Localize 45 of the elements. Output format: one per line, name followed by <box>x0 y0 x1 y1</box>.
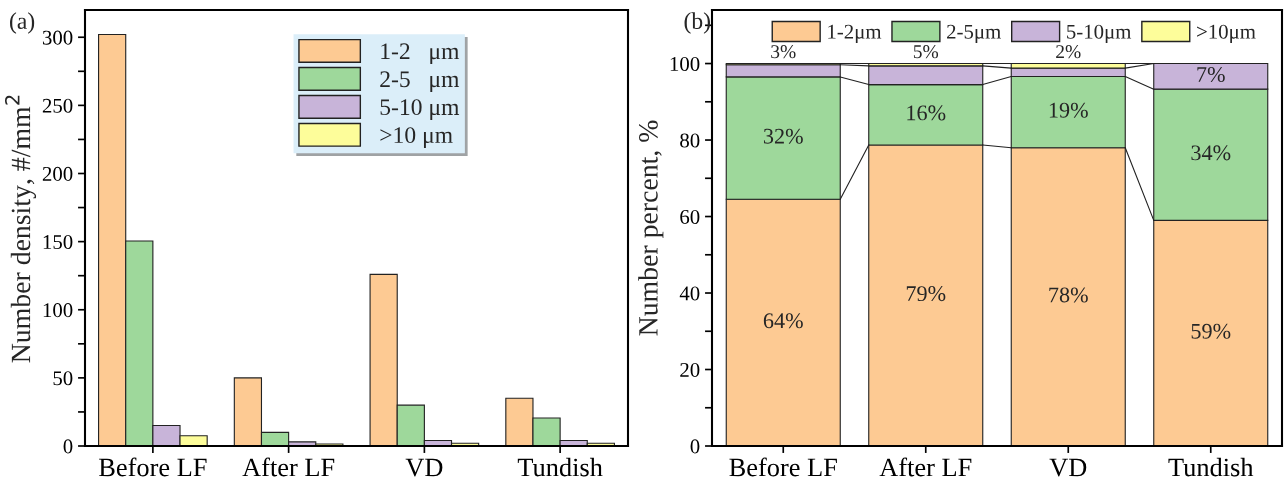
data-label: 64% <box>763 313 803 329</box>
data-label: 5% <box>913 45 939 59</box>
legend-label: 5-10μm <box>1067 24 1132 43</box>
x-tick-label: VD <box>1049 458 1087 477</box>
data-label: 78% <box>1049 287 1088 303</box>
x-tick-label: Before LF <box>729 457 837 477</box>
y-axis-title: Number percent, % <box>638 120 664 336</box>
data-label: 16% <box>907 105 946 121</box>
data-label: 2% <box>1056 45 1081 59</box>
y-tick-label: 40 <box>679 286 700 301</box>
chart-title: (a) <box>10 12 35 34</box>
legend-label: 2-5μm <box>947 24 1001 43</box>
data-label: 7% <box>1197 66 1225 82</box>
legend-label: 1-2 μm <box>381 43 460 65</box>
y-tick-label: 100 <box>43 303 73 318</box>
y-axis-title: Number density, #/mm$^{2}$ <box>5 95 37 363</box>
y-tick-label: 0 <box>690 439 700 454</box>
x-tick-label: Before LF <box>99 457 207 477</box>
data-label: 34% <box>1191 145 1231 161</box>
legend-label: 2-5 μm <box>380 71 460 92</box>
y-tick-label: 100 <box>670 56 700 71</box>
data-label: 59% <box>1191 323 1231 339</box>
legend-label: >10μm <box>1197 24 1256 43</box>
y-tick-label: 250 <box>42 98 73 113</box>
x-tick-label: VD <box>405 458 443 477</box>
data-label: 32% <box>763 128 803 144</box>
y-tick-label: 60 <box>680 209 700 224</box>
data-label: 79% <box>906 286 946 302</box>
x-tick-label: After LF <box>879 457 972 477</box>
y-tick-label: 150 <box>43 235 73 250</box>
x-tick-label: After LF <box>242 457 335 477</box>
x-tick-label: Tundish <box>517 457 603 477</box>
y-tick-label: 20 <box>680 362 700 377</box>
data-label: 3% <box>771 45 796 59</box>
legend-label: >10 μm <box>380 127 453 148</box>
y-tick-label: 80 <box>680 133 700 148</box>
legend-label: 1-2μm <box>828 24 882 43</box>
y-tick-label: 200 <box>42 166 73 181</box>
y-tick-label: 0 <box>63 439 73 454</box>
data-label: 19% <box>1049 102 1088 118</box>
legend-label: 5-10 μm <box>380 99 460 120</box>
y-tick-label: 50 <box>53 371 73 386</box>
x-tick-label: Tundish <box>1168 457 1254 477</box>
chart-title: (b) <box>684 12 710 34</box>
y-tick-label: 300 <box>42 30 73 45</box>
